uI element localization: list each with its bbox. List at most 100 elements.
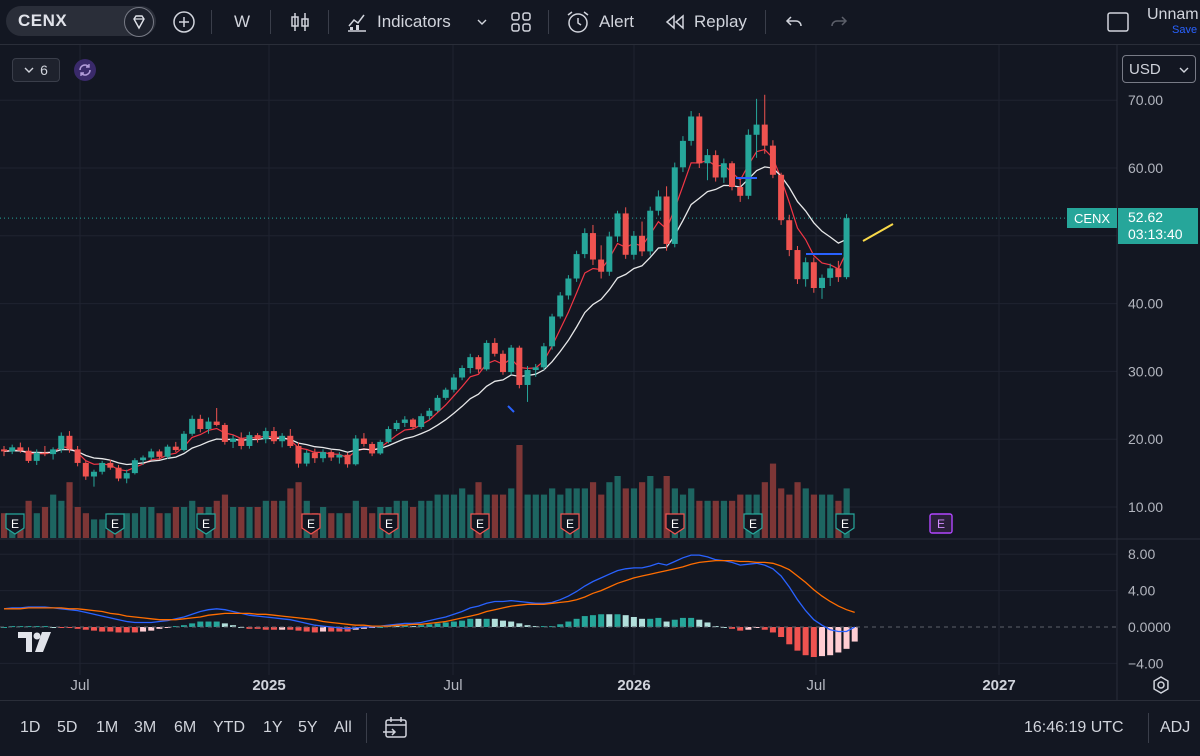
macd-histogram-bar [745,627,752,630]
indicators-button[interactable]: Indicators [345,0,451,44]
candle-body [778,174,785,221]
earnings-badge-label: E [749,517,757,531]
macd-histogram-bar [786,627,793,645]
volume-bar [254,507,261,538]
chevron-down-icon [1179,67,1189,73]
volume-bar [74,507,81,538]
redo-button[interactable] [829,0,849,44]
chart-area[interactable]: EEEEEEEEEEE10.0020.0030.0040.0050.0060.0… [0,45,1200,700]
candle-body [82,462,89,477]
macd-histogram-bar [459,620,466,627]
range-button-1y[interactable]: 1Y [263,719,283,736]
volume-bar [712,500,719,538]
undo-button[interactable] [784,0,804,44]
indicators-icon [348,14,366,32]
range-button-3m[interactable]: 3M [134,719,157,736]
volume-bar [630,488,638,538]
macd-histogram-bar [50,627,57,628]
save-link[interactable]: Save [1172,24,1198,36]
chevron-down-icon[interactable] [476,0,488,44]
candle-body [819,277,825,289]
price-axis-label: 70.00 [1128,92,1163,108]
earnings-marker: E [301,513,321,535]
range-button-ytd[interactable]: YTD [213,719,245,736]
macd-histogram-bar [90,627,97,631]
layouts-button[interactable] [510,0,532,44]
diamond-icon[interactable] [124,7,154,37]
macd-histogram-bar [802,627,809,656]
interval-button[interactable]: W [234,12,251,31]
macd-histogram-bar [262,627,269,630]
candle-body [238,438,245,446]
sync-button[interactable] [74,59,96,81]
macd-histogram-bar [810,627,817,658]
price-axis-label: 40.00 [1128,296,1163,312]
candle-body [729,163,736,187]
volume-bar [1,513,8,538]
volume-bar [573,488,580,538]
macd-histogram-bar [115,627,122,633]
earnings-badge-label: E [385,517,393,531]
alert-button[interactable]: Alert [565,0,634,44]
fullscreen-button[interactable] [1106,0,1130,44]
adjust-button[interactable]: ADJ [1160,719,1191,736]
grid-icon [511,12,531,32]
collapse-indicators-button[interactable]: 6 [12,58,60,82]
volume-bar [442,494,449,538]
candle-body [532,367,539,371]
layout-name[interactable]: Unnam [1147,6,1199,23]
undo-icon [785,16,802,27]
earnings-badge-shape [196,513,216,535]
compare-button[interactable] [172,0,196,44]
replay-button[interactable]: Replay [664,0,747,44]
volume-bar [180,507,188,538]
volume-bar [598,494,605,538]
macd-histogram-bar [74,627,81,629]
macd-histogram-bar [328,627,335,632]
chart-canvas[interactable]: EEEEEEEEEEE10.0020.0030.0040.0050.0060.0… [0,45,1200,700]
toolbar-divider [765,10,766,34]
candle-body [303,452,310,464]
candle-body [491,342,498,354]
volume-bar [589,482,597,538]
chart-settings-button[interactable] [1151,675,1171,700]
toolbar-divider [366,713,367,743]
range-button-5y[interactable]: 5Y [298,719,318,736]
volume-bar [532,494,539,538]
macd-histogram-bar [270,627,277,630]
candle-body [622,213,629,255]
volume-bar [524,494,531,538]
candle-body [671,167,678,244]
chart-type-button[interactable] [289,0,311,44]
volume-bar [164,513,171,538]
range-button-6m[interactable]: 6M [174,719,197,736]
macd-histogram-bar [475,618,482,627]
macd-histogram-bar [213,621,220,627]
goto-date-button[interactable] [383,715,409,746]
macd-histogram-bar [123,627,130,633]
range-button-1m[interactable]: 1M [96,719,119,736]
macd-histogram-bar [58,627,65,628]
candle-body [745,134,752,196]
volume-bar [459,488,466,538]
earnings-badge-label: E [671,517,679,531]
range-button-1d[interactable]: 1D [20,719,41,736]
symbol-search[interactable]: CENX [6,6,156,37]
macd-histogram-bar [819,627,825,657]
candle-body [172,446,179,451]
volume-bar [778,488,785,538]
macd-axis-label: 0.0000 [1128,619,1171,635]
utc-clock[interactable]: 16:46:19 UTC [1024,719,1124,736]
candle-body [679,140,686,168]
rewind-icon [665,14,684,30]
macd-histogram-bar [25,626,32,628]
currency-select[interactable]: USD [1122,55,1196,83]
range-button-all[interactable]: All [334,719,352,736]
macd-histogram-bar [320,627,327,632]
candle-body [426,410,433,417]
candle-body [835,268,842,278]
range-button-5d[interactable]: 5D [57,719,78,736]
earnings-badge-shape [560,513,580,535]
macd-histogram-bar [671,619,678,627]
volume-bar [786,494,793,538]
